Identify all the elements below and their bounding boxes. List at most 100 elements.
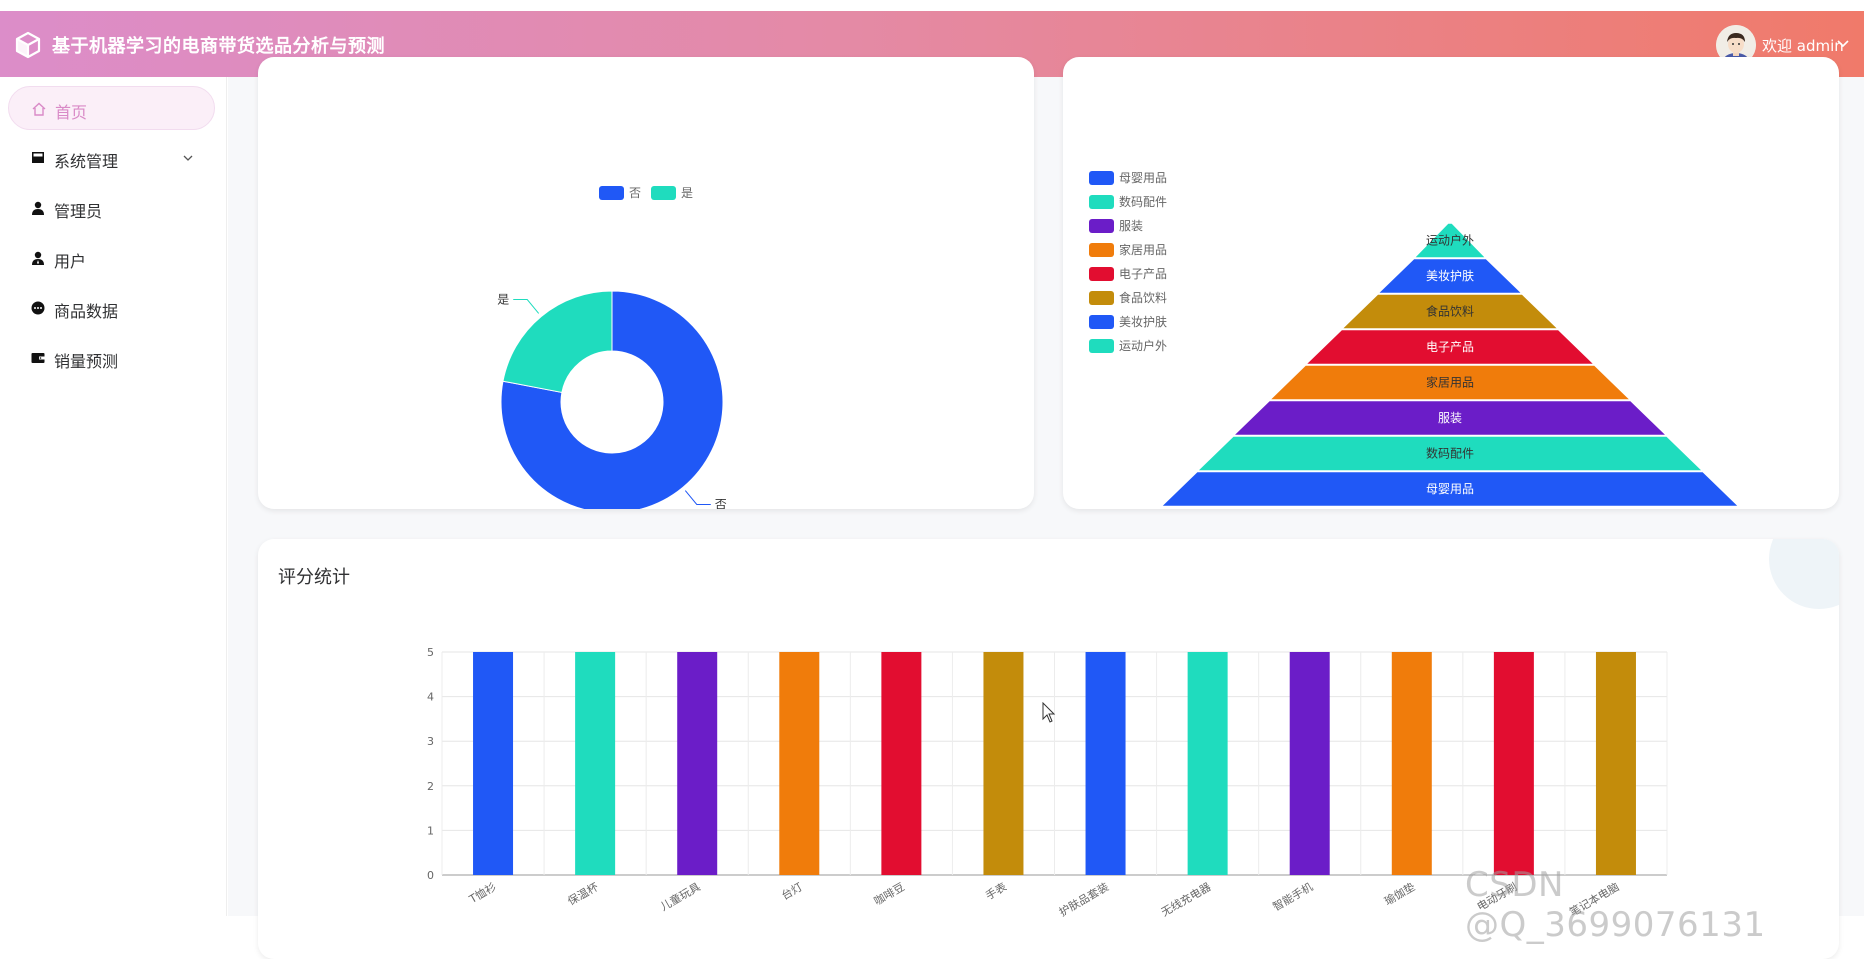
- card-title: 评分统计: [278, 567, 350, 588]
- rating-stats-card: 评分统计 0 1 2 3 4 5 T恤衫 保温杯 儿童玩具 台灯 咖啡豆 手表 护肤品套装 无线充电器 智能…: [258, 539, 1839, 959]
- x-tick-label: 无线充电器: [1158, 879, 1213, 919]
- cube-icon: [15, 31, 41, 59]
- x-tick-label: 台灯: [779, 879, 805, 902]
- chevron-down-icon[interactable]: [1836, 36, 1850, 50]
- y-tick-label: 1: [427, 824, 434, 837]
- main-content: 否是 否是 母婴用品 数码配件 服装 家居用品 电子产品 食品饮料 美妆护肤 运动户外 运动户…: [228, 57, 1864, 959]
- computer-icon: [32, 152, 44, 163]
- legend-swatch: [1089, 242, 1114, 257]
- legend-swatch: [651, 185, 676, 200]
- donut-chart-card: 否是 否是: [258, 57, 1034, 509]
- home-icon: [32, 102, 46, 116]
- pie-label: 是: [497, 293, 509, 307]
- chevron-down-icon[interactable]: [182, 152, 194, 164]
- legend-item[interactable]: 母婴用品: [1089, 169, 1167, 186]
- rating-bar-chart: 0 1 2 3 4 5 T恤衫 保温杯 儿童玩具 台灯 咖啡豆 手表 护肤品套装 无线充电器 智能手机 瑜伽垫…: [427, 646, 1668, 919]
- x-tick-label: 智能手机: [1270, 879, 1315, 913]
- funnel-chart-card: 母婴用品 数码配件 服装 家居用品 电子产品 食品饮料 美妆护肤 运动户外 运动户外 美妆护肤食…: [1063, 57, 1839, 509]
- welcome-text[interactable]: 欢迎 admin: [1762, 37, 1844, 55]
- x-tick-label: 咖啡豆: [871, 879, 907, 908]
- pie-label-line: [684, 490, 711, 505]
- bar[interactable]: [1391, 652, 1432, 875]
- bar[interactable]: [1595, 652, 1636, 875]
- x-tick-label: 护肤品套装: [1056, 879, 1111, 919]
- funnel-layer[interactable]: [1159, 470, 1741, 508]
- y-tick-label: 3: [427, 735, 434, 748]
- sidebar-item-home[interactable]: 首页: [8, 86, 215, 130]
- legend-item[interactable]: 电子产品: [1089, 265, 1167, 282]
- legend-swatch: [1089, 290, 1114, 305]
- funnel-label: 服装: [1438, 411, 1462, 425]
- sidebar: 首页 系统管理 管理员 用户 商品数据 销量预测: [0, 77, 227, 916]
- legend-swatch: [1089, 218, 1114, 233]
- x-tick-label: T恤衫: [466, 880, 498, 906]
- sidebar-item-system[interactable]: 系统管理: [8, 136, 215, 180]
- legend-label: 数码配件: [1119, 195, 1168, 209]
- sidebar-item-label: 销量预测: [54, 352, 119, 371]
- funnel-label: 数码配件: [1426, 446, 1474, 461]
- sidebar-item-label: 商品数据: [54, 302, 119, 321]
- sidebar-item-label: 用户: [54, 252, 87, 271]
- legend-item[interactable]: 食品饮料: [1089, 289, 1167, 306]
- top-strip: [0, 0, 1864, 11]
- cursor-icon: [1042, 702, 1056, 723]
- legend-item[interactable]: 否: [599, 184, 641, 201]
- bar[interactable]: [1187, 652, 1228, 875]
- legend-item[interactable]: 是: [651, 184, 693, 201]
- bar[interactable]: [473, 652, 514, 875]
- legend-item[interactable]: 数码配件: [1089, 193, 1167, 210]
- x-tick-label: 保温杯: [565, 879, 601, 908]
- legend-swatch: [1089, 338, 1114, 353]
- legend-swatch: [599, 185, 624, 200]
- legend-label: 食品饮料: [1119, 291, 1168, 305]
- bar[interactable]: [983, 652, 1024, 875]
- sidebar-item-forecast[interactable]: 销量预测: [8, 336, 215, 380]
- legend-label: 电子产品: [1119, 267, 1168, 281]
- x-tick-label: 手表: [983, 879, 1009, 902]
- legend-label: 服装: [1119, 219, 1144, 233]
- funnel-label: 母婴用品: [1426, 482, 1474, 496]
- y-tick-label: 5: [427, 646, 434, 659]
- sidebar-item-admin[interactable]: 管理员: [8, 186, 215, 230]
- pie-slice[interactable]: [500, 290, 724, 509]
- bar[interactable]: [1085, 652, 1126, 875]
- bar[interactable]: [1289, 652, 1330, 875]
- legend-label: 家居用品: [1119, 243, 1168, 257]
- bar[interactable]: [677, 652, 718, 875]
- user-icon: [32, 201, 44, 215]
- bar[interactable]: [575, 652, 616, 875]
- y-tick-label: 0: [427, 869, 434, 882]
- sidebar-item-users[interactable]: 用户: [8, 236, 215, 280]
- sidebar-item-label: 首页: [55, 103, 88, 122]
- pie-slice[interactable]: [502, 290, 613, 394]
- legend-item[interactable]: 服装: [1089, 217, 1143, 234]
- chat-icon: [31, 301, 45, 315]
- funnel-label: 美妆护肤: [1426, 268, 1474, 283]
- bar[interactable]: [779, 652, 820, 875]
- legend-label: 运动户外: [1119, 339, 1168, 353]
- legend-label: 美妆护肤: [1119, 315, 1168, 329]
- legend-item[interactable]: 运动户外: [1089, 337, 1167, 354]
- funnel-label: 运动户外: [1426, 233, 1474, 248]
- y-tick-label: 2: [427, 780, 434, 793]
- legend-item[interactable]: 美妆护肤: [1089, 313, 1167, 330]
- pie-label-line: [513, 299, 540, 314]
- legend-label: 是: [681, 186, 694, 200]
- sidebar-item-label: 管理员: [54, 202, 103, 221]
- wallet-icon: [31, 353, 45, 363]
- legend-swatch: [1089, 194, 1114, 209]
- donut-chart: 否是: [497, 290, 727, 509]
- user-icon: [32, 251, 44, 265]
- x-tick-label: 儿童玩具: [658, 879, 703, 913]
- bar[interactable]: [881, 652, 922, 875]
- legend-label: 母婴用品: [1119, 171, 1168, 185]
- bar[interactable]: [1493, 652, 1534, 875]
- app-title: 基于机器学习的电商带货选品分析与预测: [52, 36, 385, 57]
- pie-label: 否: [715, 497, 727, 509]
- x-tick-label: 瑜伽垫: [1382, 879, 1418, 908]
- sidebar-item-products[interactable]: 商品数据: [8, 286, 215, 330]
- legend-item[interactable]: 家居用品: [1089, 241, 1167, 258]
- legend-swatch: [1089, 266, 1114, 281]
- legend-swatch: [1089, 170, 1114, 185]
